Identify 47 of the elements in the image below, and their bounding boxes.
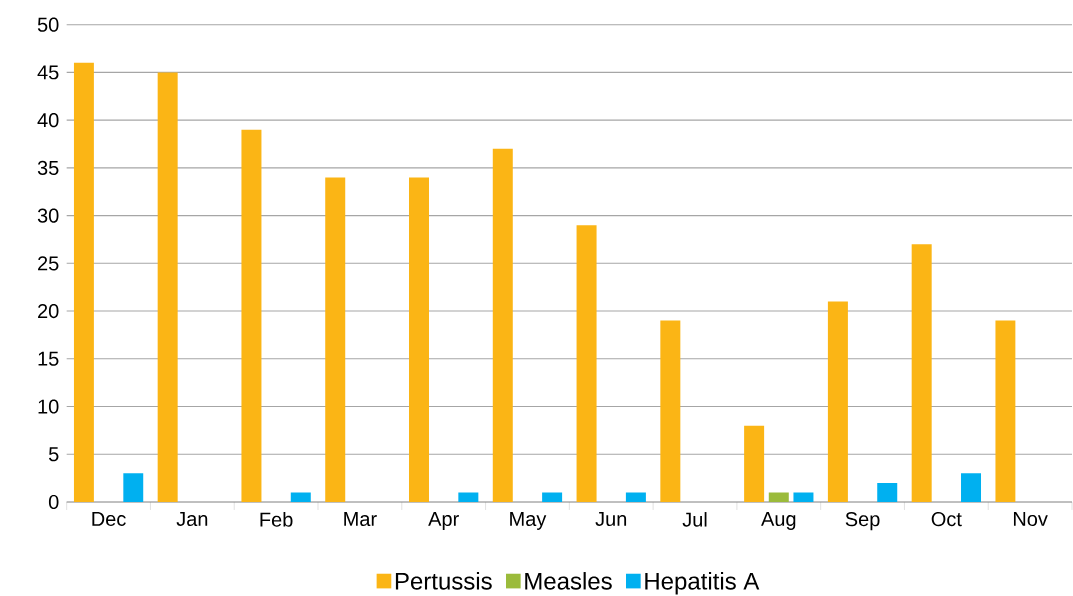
bar	[542, 492, 563, 502]
y-tick-label: 5	[48, 447, 59, 462]
y-tick-label: 15	[38, 351, 59, 366]
y-tick-label: 25	[38, 256, 59, 271]
bar	[157, 72, 178, 502]
legend-label: Pertussis	[395, 572, 492, 590]
x-tick-label: Apr	[428, 512, 459, 530]
legend-label: Hepatitis A	[645, 572, 760, 595]
bar	[576, 225, 597, 502]
bar	[660, 320, 681, 502]
x-tick-label: Oct	[931, 512, 962, 527]
bar	[73, 62, 94, 502]
bar	[961, 473, 982, 502]
bar	[793, 492, 814, 502]
x-tick-label: Mar	[344, 512, 377, 526]
bar	[290, 492, 311, 502]
bar	[744, 425, 765, 502]
bar	[325, 177, 346, 502]
y-tick-label: 50	[37, 17, 59, 32]
bar	[409, 177, 430, 502]
bar	[911, 244, 932, 502]
bar	[625, 492, 646, 502]
bar	[241, 129, 262, 502]
bar	[492, 148, 513, 502]
y-tick-label: 20	[38, 303, 59, 319]
legend-label: Measles	[525, 572, 612, 590]
bar	[458, 492, 479, 502]
x-tick-label: Sep	[845, 512, 880, 531]
x-tick-label: Aug	[761, 512, 796, 530]
y-tick-label: 30	[37, 208, 59, 223]
x-tick-label: Jul	[682, 512, 707, 527]
x-tick-label: Jan	[176, 512, 208, 526]
bar	[995, 320, 1016, 502]
x-tick-label: Jun	[595, 512, 627, 526]
bar	[827, 301, 848, 502]
x-tick-label: Feb	[260, 512, 293, 527]
bar	[123, 473, 144, 502]
y-tick-label: 0	[48, 494, 59, 510]
y-tick-label: 40	[37, 113, 59, 128]
x-tick-label: Nov	[1013, 512, 1048, 526]
y-tick-label: 35	[37, 160, 59, 175]
bar	[768, 492, 789, 502]
x-tick-label: May	[510, 512, 547, 530]
bar	[877, 482, 898, 502]
x-tick-label: Dec	[92, 512, 126, 526]
y-tick-label: 45	[37, 65, 59, 80]
y-tick-label: 10	[38, 399, 59, 414]
